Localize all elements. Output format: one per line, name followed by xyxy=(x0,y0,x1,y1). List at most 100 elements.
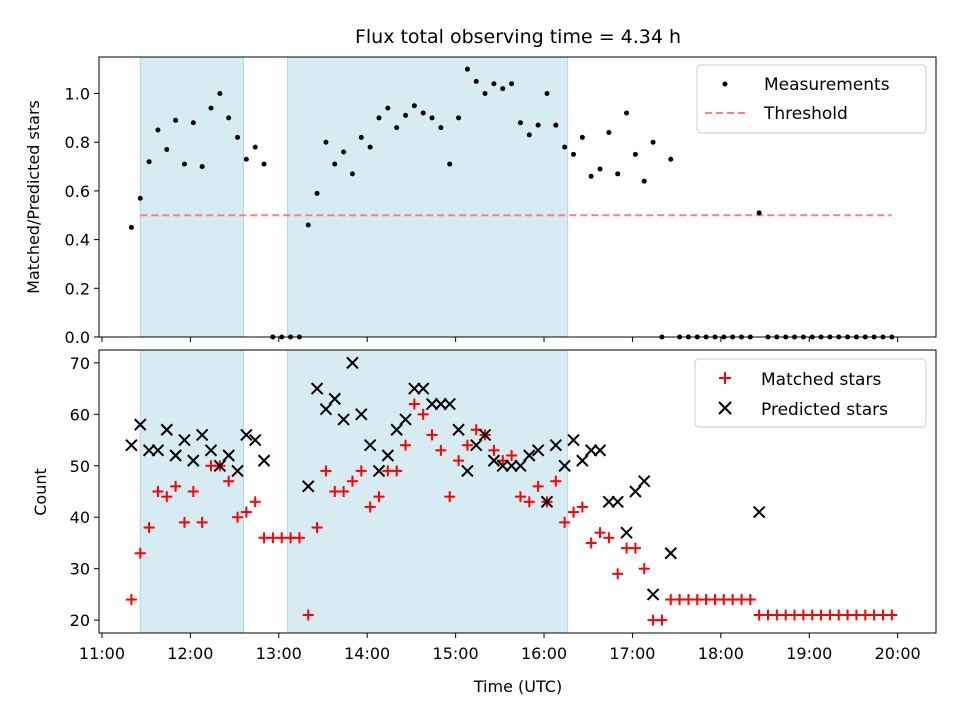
measurement-point xyxy=(305,222,311,228)
measurement-point xyxy=(199,164,205,170)
predicted-star-point xyxy=(195,428,209,442)
measurement-point xyxy=(367,144,373,150)
predicted-marker-b xyxy=(222,449,235,462)
measurement-point xyxy=(128,224,134,230)
predicted-marker-b xyxy=(514,459,527,472)
matched-star-point xyxy=(152,486,164,497)
legend-threshold-label: Threshold xyxy=(763,104,848,124)
predicted-star-point xyxy=(257,454,271,467)
matched-star-point xyxy=(444,491,456,503)
predicted-star-point xyxy=(355,408,368,421)
matched-star-point xyxy=(886,609,898,621)
matched-star-point xyxy=(355,465,367,477)
predicted-marker-b xyxy=(134,418,147,431)
predicted-star-point xyxy=(142,444,156,457)
predicted-star-point xyxy=(752,505,766,519)
measurement-point xyxy=(358,134,364,140)
measurement-point xyxy=(509,81,515,87)
predicted-star-point xyxy=(125,438,138,452)
predicted-marker-b xyxy=(328,392,341,406)
matched-star-point xyxy=(744,594,756,606)
predicted-star-point xyxy=(408,382,421,395)
predicted-marker-b xyxy=(646,588,660,601)
measurement-point xyxy=(650,139,656,145)
predicted-star-point xyxy=(487,454,501,467)
top-ylabel: Matched/Predicted stars xyxy=(24,100,43,294)
matched-star-point xyxy=(391,465,403,477)
predicted-marker-b xyxy=(178,433,191,447)
predicted-star-point xyxy=(178,433,191,447)
predicted-star-point xyxy=(638,475,651,488)
matched-star-point xyxy=(488,444,500,456)
measurement-point xyxy=(137,195,143,201)
predicted-marker-b xyxy=(390,423,403,436)
predicted-marker-b xyxy=(443,397,456,411)
matched-star-point xyxy=(629,542,641,554)
bottom-ytick-label: 70 xyxy=(70,354,90,373)
bottom-xtick-label: 17:00 xyxy=(609,644,655,663)
top-y-ticks: 0.0 0.2 0.4 0.6 0.8 1.0 xyxy=(65,85,99,347)
predicted-marker-b xyxy=(523,449,536,462)
predicted-marker-b xyxy=(638,475,651,488)
matched-star-point xyxy=(435,444,447,456)
measurement-point xyxy=(447,161,453,167)
measurement-point xyxy=(579,134,585,140)
matched-star-point xyxy=(338,486,350,497)
predicted-star-point xyxy=(478,428,492,442)
predicted-star-point xyxy=(204,444,218,457)
predicted-star-point xyxy=(549,438,563,452)
predicted-marker-b xyxy=(505,459,518,472)
matched-star-point xyxy=(567,506,579,518)
top-x-ticks xyxy=(101,337,899,342)
bottom-x-ticks: 11:00 12:00 13:00 14:00 15:00 16:00 17:00 18:00… xyxy=(79,633,921,663)
matched-star-point xyxy=(408,398,420,410)
predicted-marker-b xyxy=(240,428,253,442)
measurement-point xyxy=(553,122,559,128)
predicted-star-point xyxy=(213,459,227,472)
top-title: Flux total observing time = 4.34 h xyxy=(355,26,681,48)
bottom-ytick-label: 30 xyxy=(70,560,90,579)
measurement-point xyxy=(411,103,417,109)
predicted-marker-b xyxy=(416,382,430,395)
predicted-marker-b xyxy=(355,408,368,421)
measurement-point xyxy=(226,115,232,121)
predicted-star-point xyxy=(363,438,377,452)
predicted-marker-b xyxy=(452,423,465,436)
matched-star-point xyxy=(550,475,562,487)
predicted-star-point xyxy=(231,464,244,478)
measurement-point xyxy=(517,120,523,126)
matched-star-point xyxy=(514,491,526,503)
predicted-star-point xyxy=(593,444,607,457)
matched-star-point xyxy=(134,547,146,559)
bottom-ylabel: Count xyxy=(31,468,50,516)
predicted-marker-b xyxy=(399,413,412,426)
predicted-marker-b xyxy=(302,480,315,493)
measurement-point xyxy=(252,144,258,150)
matched-star-point xyxy=(585,537,597,549)
measurement-point xyxy=(456,115,462,121)
bottom-xtick-label: 14:00 xyxy=(344,644,390,663)
predicted-marker-b xyxy=(487,454,501,467)
predicted-star-point xyxy=(461,464,474,478)
measurement-point xyxy=(588,173,594,179)
measurement-point xyxy=(332,161,338,167)
predicted-star-point xyxy=(372,464,386,478)
matched-star-point xyxy=(143,522,155,534)
measurement-point xyxy=(146,159,152,165)
legend-matched-label: Matched stars xyxy=(761,370,881,390)
measurement-point xyxy=(349,171,355,177)
predicted-marker-b xyxy=(151,444,165,457)
predicted-marker-b xyxy=(213,459,227,472)
predicted-star-point xyxy=(611,495,624,508)
predicted-marker-b xyxy=(496,459,509,472)
predicted-marker-b xyxy=(567,433,580,447)
matched-star-point xyxy=(187,486,199,497)
predicted-star-point xyxy=(310,382,324,395)
predicted-star-point xyxy=(134,418,147,431)
predicted-marker-b xyxy=(372,464,386,478)
predicted-marker-b xyxy=(629,485,642,498)
measurement-point xyxy=(190,120,196,126)
predicted-star-point xyxy=(664,547,677,560)
predicted-star-point xyxy=(381,449,395,462)
top-legend-box xyxy=(696,64,927,134)
